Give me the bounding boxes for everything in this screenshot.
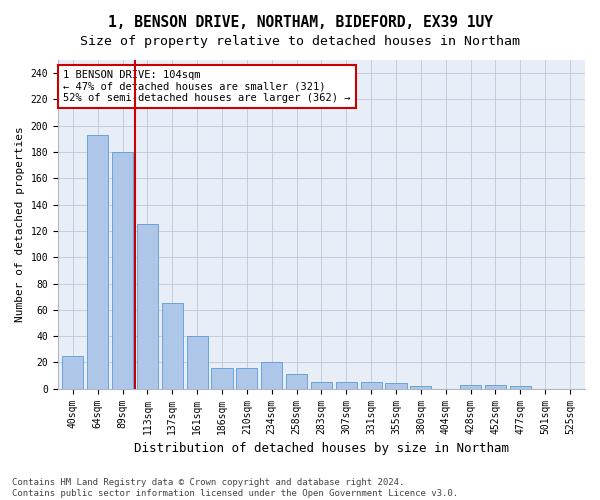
X-axis label: Distribution of detached houses by size in Northam: Distribution of detached houses by size …	[134, 442, 509, 455]
Bar	[361, 382, 382, 388]
Bar	[162, 303, 183, 388]
Bar	[112, 152, 133, 388]
Bar	[261, 362, 282, 388]
Bar	[485, 385, 506, 388]
Bar	[211, 368, 233, 388]
Text: 1, BENSON DRIVE, NORTHAM, BIDEFORD, EX39 1UY: 1, BENSON DRIVE, NORTHAM, BIDEFORD, EX39…	[107, 15, 493, 30]
Bar	[385, 384, 407, 388]
Text: Contains HM Land Registry data © Crown copyright and database right 2024.
Contai: Contains HM Land Registry data © Crown c…	[12, 478, 458, 498]
Text: Size of property relative to detached houses in Northam: Size of property relative to detached ho…	[80, 35, 520, 48]
Bar	[286, 374, 307, 388]
Bar	[460, 385, 481, 388]
Bar	[236, 368, 257, 388]
Bar	[410, 386, 431, 388]
Y-axis label: Number of detached properties: Number of detached properties	[15, 126, 25, 322]
Bar	[62, 356, 83, 388]
Bar	[137, 224, 158, 388]
Bar	[87, 135, 108, 388]
Bar	[187, 336, 208, 388]
Bar	[311, 382, 332, 388]
Text: 1 BENSON DRIVE: 104sqm
← 47% of detached houses are smaller (321)
52% of semi-de: 1 BENSON DRIVE: 104sqm ← 47% of detached…	[63, 70, 350, 103]
Bar	[336, 382, 357, 388]
Bar	[510, 386, 531, 388]
